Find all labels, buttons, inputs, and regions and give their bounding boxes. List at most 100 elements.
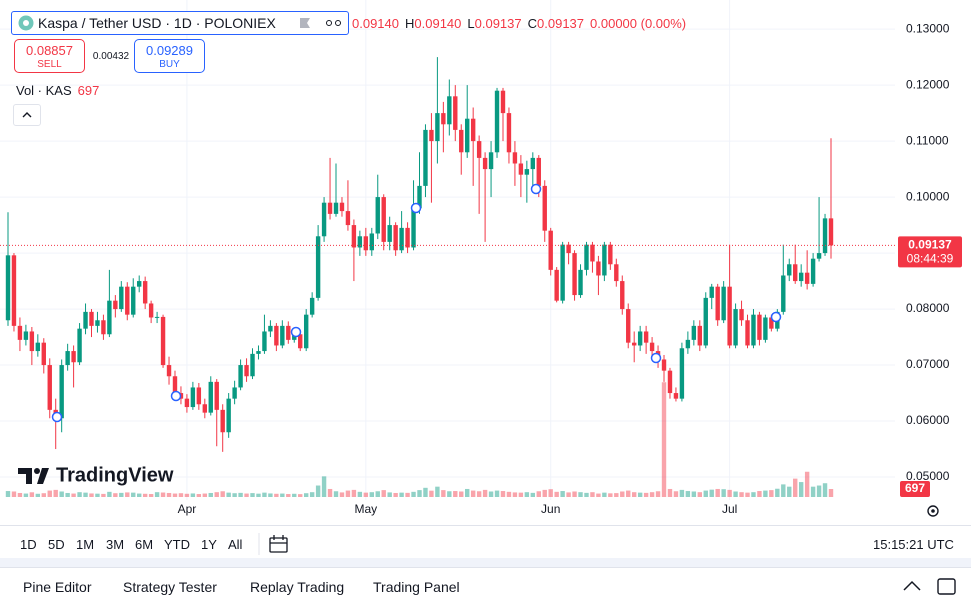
candle-body <box>286 325 291 340</box>
panel-tab[interactable]: Replay Trading <box>250 579 345 595</box>
volume-bar <box>411 491 416 497</box>
candle-body <box>29 331 35 352</box>
volume-bar <box>238 492 243 497</box>
candle-body <box>620 281 625 310</box>
timeframe-button[interactable]: 6M <box>135 537 154 552</box>
candle-body <box>65 351 70 366</box>
volume-legend: Vol · KAS 697 <box>16 83 99 98</box>
timeframe-button[interactable]: YTD <box>164 537 190 552</box>
timeframe-button[interactable]: 5D <box>48 537 65 552</box>
maximize-panel-icon[interactable] <box>937 578 956 595</box>
candle-body <box>721 286 726 321</box>
volume-bar <box>566 492 571 497</box>
candle-body <box>667 370 673 394</box>
volume-bar <box>691 491 697 497</box>
timeframe-button[interactable]: All <box>228 537 243 552</box>
candle-body <box>679 348 685 399</box>
volume-bar <box>363 492 369 497</box>
volume-bar <box>524 492 530 497</box>
candle-body <box>5 255 11 321</box>
candle-body <box>727 286 732 346</box>
candle-body <box>793 264 798 282</box>
volume-bar <box>166 492 172 497</box>
candle-body <box>530 157 536 170</box>
sell-button[interactable]: 0.08857 SELL <box>14 39 85 73</box>
candle-body <box>465 118 470 153</box>
candle-body <box>59 365 64 419</box>
volume-bar <box>596 493 601 497</box>
candle-body <box>500 90 506 114</box>
candle-body <box>459 129 464 153</box>
panel-tab[interactable]: Trading Panel <box>373 579 460 595</box>
candle-body <box>447 96 452 125</box>
volume-bar <box>351 489 357 497</box>
volume-bar <box>709 489 714 497</box>
timeframe-button[interactable]: 3M <box>106 537 125 552</box>
volume-bar <box>107 491 112 497</box>
watermark-logo <box>18 468 49 484</box>
volume-bar <box>357 491 363 497</box>
timeframe-button[interactable]: 1M <box>76 537 95 552</box>
ohlc-label: L <box>467 16 475 31</box>
candle-body <box>697 325 702 346</box>
candle-body <box>119 286 124 310</box>
y-tick-label: 0.11000 <box>906 133 949 147</box>
candle-body <box>435 113 440 142</box>
volume-bar <box>89 493 94 497</box>
panel-tab[interactable]: Pine Editor <box>23 579 92 595</box>
buy-price: 0.09289 <box>146 43 193 58</box>
expand-panel-icon[interactable] <box>903 580 921 591</box>
candle-body <box>584 244 589 270</box>
volume-bar <box>488 491 494 497</box>
candle-body <box>238 365 243 388</box>
event-markers[interactable] <box>51 183 782 423</box>
volume-bar <box>459 491 464 497</box>
volume-bar <box>65 492 70 497</box>
volume-bar <box>649 492 655 497</box>
volume-bar <box>733 491 738 497</box>
collapse-button[interactable] <box>13 104 41 126</box>
candle-body <box>572 253 577 296</box>
volume-bar <box>542 489 547 497</box>
candle-body <box>488 152 494 170</box>
ohlc-legend: 0.09140 H0.09140 L0.09137 C0.09137 0.00000 (… <box>352 16 686 31</box>
volume-title: Vol · KAS <box>16 83 72 98</box>
spread: 0.00432 <box>92 51 130 62</box>
candle-body <box>733 309 738 346</box>
candle-body <box>524 169 530 175</box>
candle-body <box>798 272 804 282</box>
symbol-box[interactable]: Kaspa / Tether USD · 1D · POLONIEX <box>11 11 349 35</box>
candle-body <box>691 325 697 340</box>
candle-body <box>560 244 565 301</box>
volume-bar <box>667 488 673 497</box>
volume-bar <box>184 493 190 497</box>
candle-body <box>661 359 667 371</box>
candle-body <box>333 202 339 214</box>
timeframe-button[interactable]: 1D <box>20 537 37 552</box>
candle-body <box>751 314 756 346</box>
flag-icon[interactable] <box>298 16 312 30</box>
volume-bar <box>781 484 786 497</box>
volume-bar <box>655 491 661 497</box>
more-icon[interactable] <box>325 19 345 27</box>
candle-body <box>309 297 315 315</box>
timeframe-button[interactable]: 1Y <box>201 537 217 552</box>
candle-body <box>441 113 446 125</box>
x-tick-label: Jun <box>541 502 560 516</box>
volume-bar <box>798 482 804 497</box>
ohlc-value: 0.09137 <box>537 16 585 31</box>
candle-body <box>405 227 410 248</box>
goto-date-icon[interactable] <box>269 535 288 553</box>
panel-tab[interactable]: Strategy Tester <box>123 579 217 595</box>
buy-button[interactable]: 0.09289 BUY <box>134 39 205 73</box>
candle-body <box>101 320 106 335</box>
volume-bar <box>172 493 178 497</box>
volume-bar <box>548 489 553 497</box>
candle-body <box>626 309 631 343</box>
volume-bar <box>715 488 720 497</box>
settings-icon[interactable] <box>927 505 939 517</box>
candle-body <box>596 261 601 276</box>
volume-bar <box>268 493 273 497</box>
volume-bar <box>202 493 208 497</box>
volume-bar <box>584 492 589 497</box>
